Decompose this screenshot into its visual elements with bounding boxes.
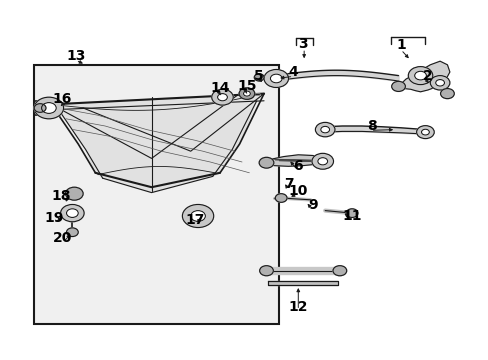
Circle shape [264,69,288,87]
Bar [34,65,278,324]
Polygon shape [267,281,338,285]
Text: 10: 10 [288,184,307,198]
Text: 9: 9 [307,198,317,212]
Circle shape [182,204,213,228]
Circle shape [315,122,334,137]
Circle shape [259,266,273,276]
Text: 16: 16 [53,92,72,106]
Circle shape [311,153,333,169]
Circle shape [211,89,233,105]
Circle shape [259,157,273,168]
Circle shape [440,89,453,99]
Text: 14: 14 [210,81,229,95]
Circle shape [416,126,433,139]
Text: 4: 4 [288,65,298,79]
Circle shape [66,228,78,237]
Text: 12: 12 [288,300,307,314]
Circle shape [239,88,254,99]
Circle shape [414,71,426,80]
Circle shape [332,266,346,276]
Text: 3: 3 [298,37,307,51]
Text: 7: 7 [283,177,293,190]
Circle shape [270,74,282,83]
Polygon shape [266,155,322,166]
Text: 2: 2 [422,69,432,82]
Circle shape [429,76,449,90]
Circle shape [190,211,205,221]
Circle shape [317,158,327,165]
Text: 1: 1 [395,38,405,52]
Circle shape [41,103,56,113]
Circle shape [254,74,264,81]
Circle shape [391,81,405,91]
Circle shape [217,94,227,101]
Circle shape [34,104,46,112]
Circle shape [407,67,432,85]
Text: 15: 15 [237,80,256,93]
Circle shape [435,80,444,86]
Text: 8: 8 [366,119,376,133]
Circle shape [275,194,286,202]
Text: 6: 6 [293,159,303,172]
Circle shape [346,209,357,217]
Circle shape [243,91,250,96]
Text: 19: 19 [44,211,63,225]
Text: 20: 20 [53,231,72,244]
Circle shape [421,129,428,135]
Text: 18: 18 [51,189,71,203]
Text: 13: 13 [66,49,85,63]
Circle shape [34,97,63,119]
Text: 11: 11 [342,209,361,223]
Polygon shape [51,94,264,193]
Circle shape [65,187,83,200]
Text: 5: 5 [254,69,264,82]
Circle shape [61,204,84,222]
Circle shape [320,126,329,133]
Polygon shape [395,61,449,92]
Circle shape [66,209,78,217]
Text: 17: 17 [185,213,205,226]
